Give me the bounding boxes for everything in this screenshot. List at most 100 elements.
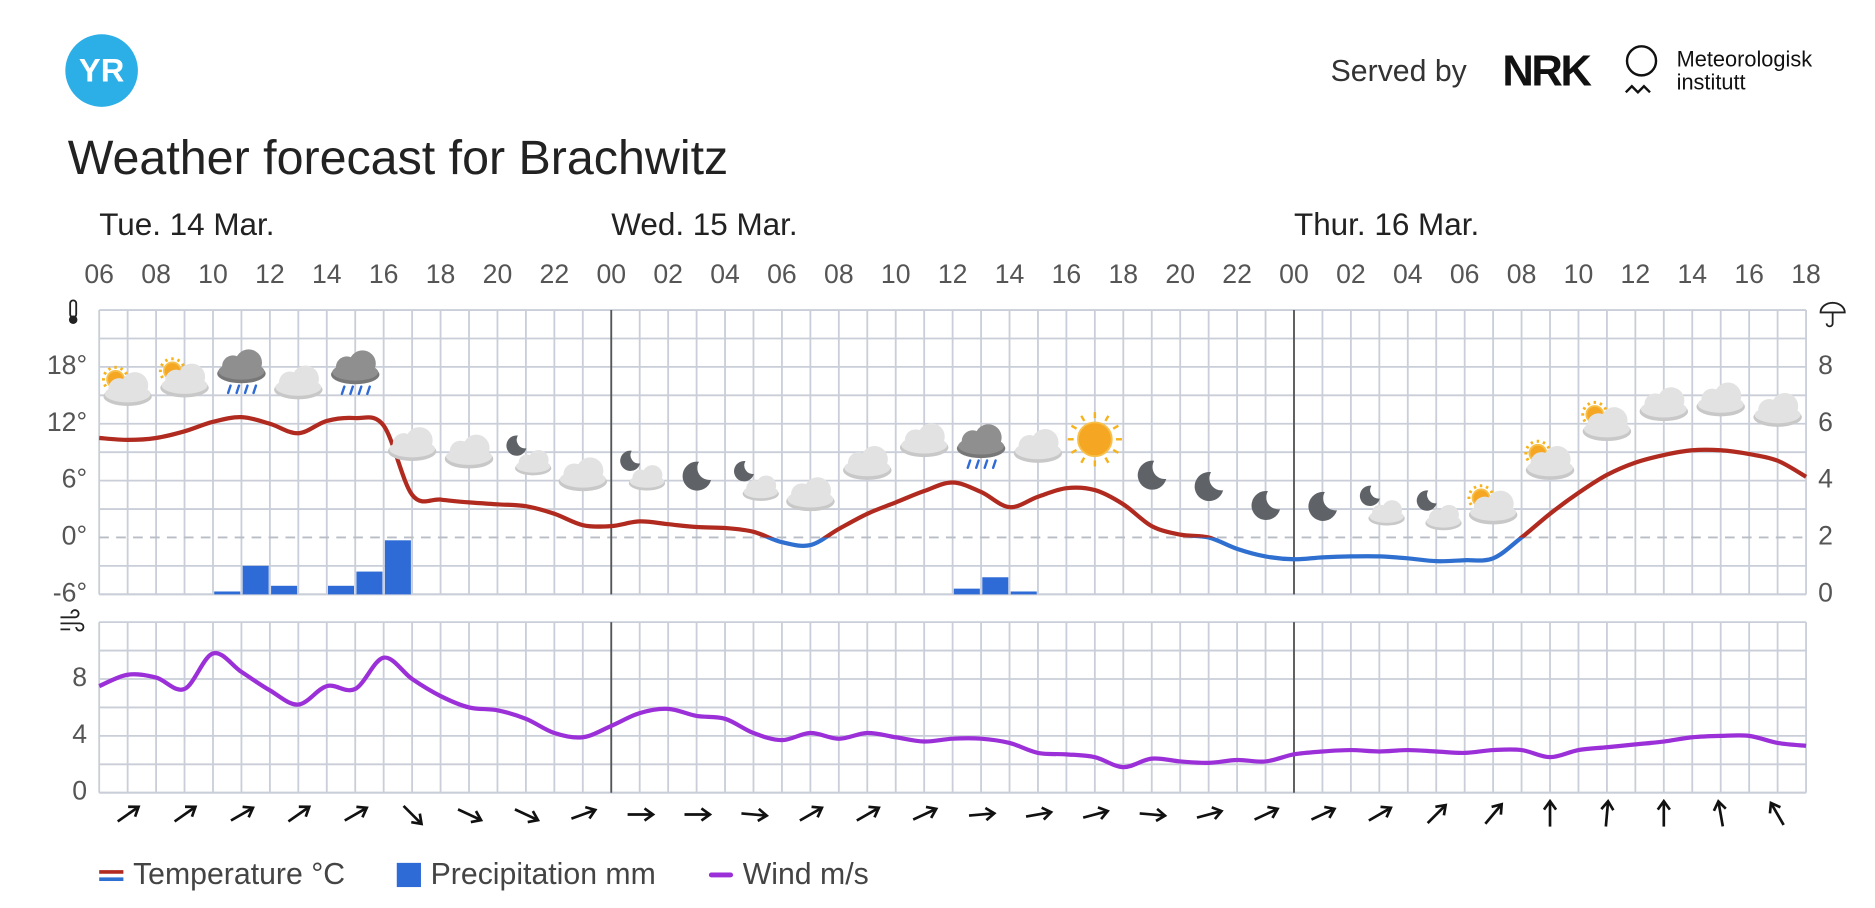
wind-arrow-shaft [912, 808, 935, 821]
weather-icon [1359, 485, 1405, 526]
weather-icon [1067, 412, 1122, 467]
weather-icon [331, 350, 380, 396]
wind-arrow-head [185, 805, 198, 818]
rain-drop [966, 459, 972, 469]
wind-arrow-head [925, 805, 939, 819]
sun-ray [1530, 440, 1534, 445]
x-tick-label: 00 [596, 259, 626, 289]
wind-arrow [1656, 798, 1671, 827]
cloud [742, 475, 779, 501]
precipitation-bar [953, 588, 980, 595]
x-tick-label: 16 [369, 259, 399, 289]
yr-logo[interactable]: YR [65, 34, 138, 107]
wind-arrow-shaft [799, 807, 821, 822]
cloud-part [629, 475, 665, 488]
x-tick-label: 12 [255, 259, 285, 289]
sun-ray [107, 367, 112, 371]
x-tick-label: 12 [1621, 259, 1651, 289]
x-tick-label: 10 [1564, 259, 1594, 289]
weather-icon [1696, 382, 1745, 417]
weather-icon [786, 477, 835, 512]
weather-icon [444, 434, 494, 469]
sun-ray [1080, 415, 1086, 422]
wind-arrow [1484, 802, 1504, 825]
wind-arrow [684, 807, 713, 822]
x-tick-label: 20 [483, 259, 513, 289]
umbrella-icon [1819, 301, 1846, 328]
x-tick-label: 06 [84, 259, 114, 289]
sun-ray [1525, 445, 1530, 450]
wind-arrow-head [700, 807, 713, 822]
sun-ray [160, 363, 164, 367]
x-tick-label: 10 [881, 259, 911, 289]
weather-icon [274, 365, 323, 400]
wind-arrow [1082, 806, 1110, 820]
cloud [1425, 504, 1462, 531]
weather-icon [387, 427, 437, 461]
wind-arrow [1712, 799, 1727, 827]
y-tick-label: 18° [47, 350, 87, 380]
legend-label: Wind m/s [743, 858, 869, 891]
wind-arrow-head [1768, 800, 1781, 814]
weather-icon [733, 461, 779, 501]
wind-arrow [1542, 798, 1558, 827]
temperature-line [99, 415, 1808, 538]
cloud-part [275, 378, 322, 396]
weather-icon [558, 457, 607, 492]
x-tick-label: 00 [1279, 259, 1309, 289]
cloud-part [515, 459, 551, 473]
umbrella-top [1819, 301, 1846, 314]
cloud-part [332, 363, 379, 381]
rain-drop [349, 385, 355, 396]
met-logo[interactable]: Meteorologisk institutt [1624, 45, 1812, 95]
wind-arrow-head [470, 810, 484, 824]
precipitation-bar [242, 565, 269, 595]
wind-arrow-head [1491, 802, 1504, 815]
wind-arrow-head [643, 807, 656, 822]
y2-tick-label: 6 [1818, 407, 1833, 437]
met-logo-wave [1624, 84, 1651, 95]
cloud-part [901, 436, 948, 454]
rain-drop [252, 384, 258, 395]
cloud-part [787, 490, 834, 508]
weather-icon [1753, 392, 1802, 427]
wind-arrow-shaft [1025, 811, 1049, 818]
cloud-part [104, 385, 151, 403]
wind-arrow [1196, 806, 1224, 820]
weather-icon [1308, 491, 1337, 521]
wind-arrow-head [584, 805, 598, 820]
day-label: Tue. 14 Mar. [99, 207, 274, 242]
nrk-logo[interactable]: NRK [1502, 48, 1594, 96]
x-tick-label: 06 [1450, 259, 1480, 289]
weather-icon [1581, 400, 1632, 442]
precipitation-bar [356, 571, 383, 595]
wind-arrow [1768, 800, 1785, 826]
wind-arrow-head [527, 810, 541, 824]
x-tick-label: 06 [767, 259, 797, 289]
wind-arrow [514, 808, 541, 824]
x-tick-label: 08 [1507, 259, 1537, 289]
y-tick-label: 0° [62, 520, 87, 550]
wind-arrow-head [128, 805, 141, 818]
wind-arrow [1368, 805, 1393, 822]
cloud-part [1697, 395, 1744, 413]
served-by: Served by [1331, 55, 1468, 88]
moon [620, 450, 641, 471]
wind-arrow-shaft [1082, 810, 1106, 819]
rain-drop [340, 385, 346, 396]
chart-title: Weather forecast for Brachwitz [68, 131, 728, 185]
precipitation-bar [982, 577, 1009, 595]
cloud-part [1470, 503, 1517, 521]
legend-swatch [396, 862, 421, 888]
yr-logo-text: YR [79, 52, 124, 89]
wind-arrow [116, 805, 141, 823]
wind-arrow-head [1267, 805, 1280, 819]
sun-ray [103, 383, 107, 388]
x-tick-label: 08 [141, 259, 171, 289]
precipitation-bar [327, 585, 355, 595]
cloud-part [844, 459, 891, 477]
sun-ray [181, 363, 185, 367]
wind-arrow-shaft [1484, 805, 1502, 825]
y-tick-label: 6° [62, 464, 87, 494]
x-tick-label: 14 [312, 259, 342, 289]
